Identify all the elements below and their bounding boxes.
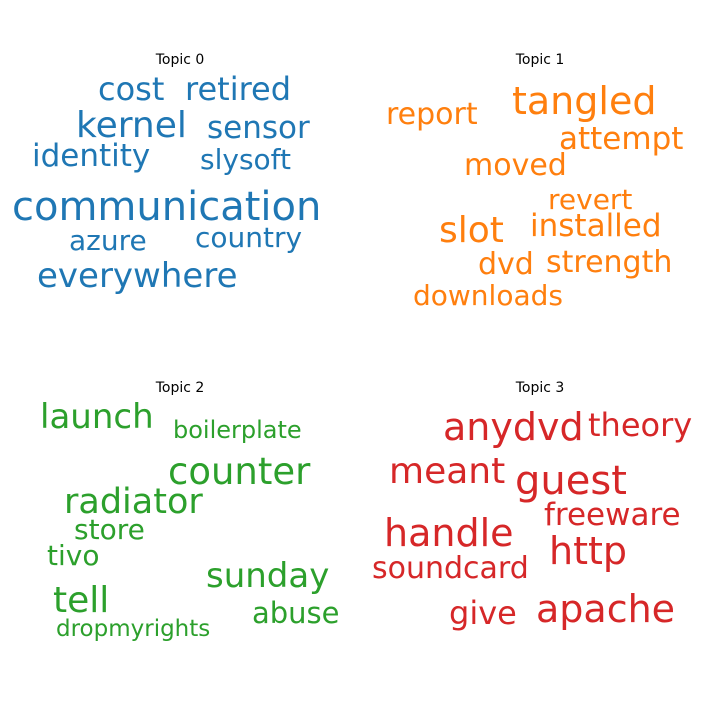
word-freeware: freeware <box>544 497 681 533</box>
word-cost: cost <box>98 70 165 108</box>
word-everywhere: everywhere <box>37 256 238 296</box>
word-store: store <box>74 513 145 546</box>
word-attempt: attempt <box>559 121 684 157</box>
word-slysoft: slysoft <box>200 143 291 176</box>
word-meant: meant <box>389 451 506 492</box>
word-theory: theory <box>588 406 693 444</box>
word-guest: guest <box>515 458 627 504</box>
word-anydvd: anydvd <box>443 405 584 449</box>
word-dvd: dvd <box>478 247 534 282</box>
word-slot: slot <box>439 210 504 251</box>
topic-title: Topic 1 <box>515 52 565 68</box>
word-dropmyrights: dropmyrights <box>56 616 211 642</box>
word-http: http <box>549 529 628 573</box>
word-apache: apache <box>536 587 676 631</box>
word-moved: moved <box>464 148 567 183</box>
word-soundcard: soundcard <box>372 551 529 586</box>
topic-title: Topic 3 <box>515 380 565 396</box>
topic-panel-0: Topic 0 cost retired kernel sensor ident… <box>0 0 360 360</box>
topic-title: Topic 0 <box>155 52 205 68</box>
word-launch: launch <box>40 397 154 437</box>
word-revert: revert <box>548 183 633 216</box>
word-counter: counter <box>168 450 311 493</box>
word-radiator: radiator <box>64 482 203 522</box>
topic-panel-3: Topic 3 anydvd theory meant guest freewa… <box>360 328 720 688</box>
word-handle: handle <box>384 511 514 555</box>
word-country: country <box>195 221 303 254</box>
word-installed: installed <box>530 208 662 244</box>
word-retired: retired <box>185 70 292 108</box>
word-tivo: tivo <box>47 539 100 572</box>
word-sunday: sunday <box>206 556 330 596</box>
word-give: give <box>449 594 517 632</box>
word-sensor: sensor <box>207 110 310 146</box>
word-abuse: abuse <box>252 596 340 630</box>
word-communication: communication <box>12 184 322 230</box>
word-strength: strength <box>546 245 673 280</box>
word-tell: tell <box>53 580 110 621</box>
word-boilerplate: boilerplate <box>173 416 302 444</box>
topic-panel-2: Topic 2 launch boilerplate counter radia… <box>0 328 360 688</box>
word-downloads: downloads <box>413 279 563 312</box>
word-azure: azure <box>69 224 147 257</box>
topic-panel-1: Topic 1 tangled report attempt moved rev… <box>360 0 720 360</box>
topic-title: Topic 2 <box>155 380 205 396</box>
word-kernel: kernel <box>76 105 187 146</box>
word-tangled: tangled <box>512 79 657 123</box>
word-identity: identity <box>32 138 151 174</box>
word-report: report <box>386 97 478 132</box>
